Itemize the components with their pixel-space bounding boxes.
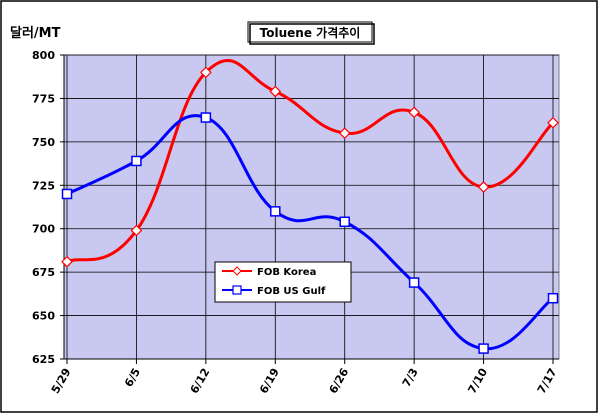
legend-square-marker (232, 285, 242, 295)
y-axis: 625 650 675 700 725 750 775 800 (32, 49, 65, 366)
data-point-diamond (61, 255, 73, 268)
data-point-square (339, 216, 350, 228)
data-point-square (478, 343, 489, 354)
legend-entry-fob-us-gulf: FOB US Gulf (222, 285, 326, 297)
data-point-diamond (200, 66, 212, 79)
y-tick-label: 750 (32, 136, 55, 149)
data-point-diamond (338, 127, 351, 140)
data-point-square (61, 188, 73, 200)
legend-diamond-marker (232, 266, 242, 276)
series-line-1 (66, 114, 554, 351)
legend: FOB Korea FOB US Gulf (214, 261, 352, 303)
chart-title-box: Toluene 가격추이 (247, 21, 375, 45)
data-point-square (408, 277, 420, 288)
y-tick-label: 625 (32, 353, 55, 366)
legend-label-fob-korea: FOB Korea (257, 267, 316, 278)
series-line-0 (66, 58, 555, 264)
data-point-diamond (477, 181, 490, 193)
chart-title: Toluene 가격추이 (260, 25, 361, 40)
plot-area (63, 54, 560, 360)
data-point-square (200, 112, 212, 123)
y-tick-label: 675 (32, 266, 55, 279)
data-point-square (131, 155, 142, 167)
y-tick-label: 775 (32, 92, 55, 105)
data-point-diamond (547, 116, 559, 129)
data-point-diamond (269, 85, 282, 98)
legend-label-fob-us-gulf: FOB US Gulf (257, 286, 326, 297)
y-tick-label: 650 (32, 310, 55, 323)
y-tick-label: 725 (32, 179, 55, 192)
data-point-diamond (408, 106, 420, 119)
y-tick-label: 800 (32, 49, 55, 62)
y-tick-label: 700 (32, 223, 55, 236)
series-lines (66, 58, 555, 351)
data-point-square (547, 292, 559, 304)
series-markers (61, 66, 559, 354)
gridlines (64, 54, 559, 359)
legend-entry-fob-korea: FOB Korea (222, 266, 316, 278)
unit-label: 달러/MT (10, 25, 61, 41)
data-point-diamond (130, 224, 143, 237)
data-point-square (270, 206, 281, 217)
